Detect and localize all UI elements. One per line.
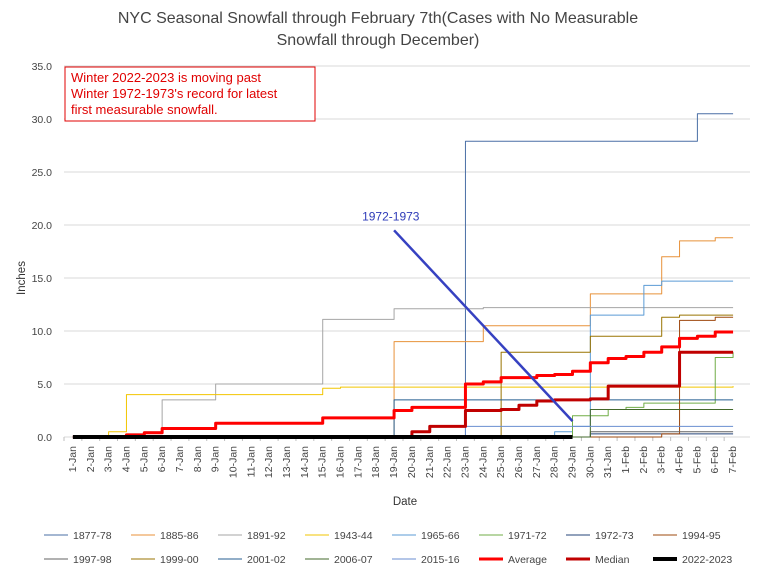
legend-label: Median <box>595 554 630 566</box>
arrow-annotation: 1972-1973 <box>362 209 574 422</box>
x-tick-label: 19-Jan <box>388 446 400 478</box>
x-tick-label: 5-Feb <box>691 446 703 474</box>
legend-label: 1971-72 <box>508 530 547 542</box>
y-axis-title: Inches <box>16 261 28 295</box>
x-tick-label: 24-Jan <box>477 446 489 478</box>
x-tick-label: 7-Jan <box>174 446 186 472</box>
data-series <box>72 113 734 439</box>
x-tick-label: 23-Jan <box>459 446 471 478</box>
x-tick-label: 17-Jan <box>352 446 364 478</box>
x-tick-label: 31-Jan <box>602 446 614 478</box>
chart-title: NYC Seasonal Snowfall through February 7… <box>118 10 638 49</box>
annotation-box <box>64 66 316 122</box>
x-tick-label: 18-Jan <box>370 446 382 478</box>
legend-label: 1965-66 <box>421 530 460 542</box>
legend-label: Average <box>508 554 547 566</box>
annotation-line: first measurable snowfall. <box>71 102 218 117</box>
series-line-1999-00 <box>72 314 734 438</box>
legend-label: 2001-02 <box>247 554 286 566</box>
x-tick-label: 28-Jan <box>549 446 561 478</box>
y-tick-label: 10.0 <box>32 326 53 338</box>
annotation-line: Winter 1972-1973's record for latest <box>71 86 278 101</box>
x-tick-label: 1-Feb <box>620 446 632 474</box>
legend-label: 1999-00 <box>160 554 199 566</box>
x-tick-label: 30-Jan <box>584 446 596 478</box>
series-line-2006-07 <box>72 408 734 438</box>
x-tick-label: 26-Jan <box>513 446 525 478</box>
x-tick-label: 29-Jan <box>567 446 579 478</box>
x-axis-title: Date <box>393 496 417 508</box>
y-tick-label: 25.0 <box>32 167 53 179</box>
y-tick-label: 30.0 <box>32 114 53 126</box>
x-tick-label: 11-Jan <box>245 446 257 477</box>
y-tick-label: 20.0 <box>32 220 53 232</box>
y-tick-label: 15.0 <box>32 273 53 285</box>
x-tick-label: 4-Feb <box>674 446 686 474</box>
x-tick-label: 14-Jan <box>299 446 311 478</box>
series-line-Average <box>72 330 734 439</box>
x-tick-label: 15-Jan <box>317 446 329 478</box>
x-tick-label: 4-Jan <box>120 446 132 472</box>
annotation-line: Winter 2022-2023 is moving past <box>71 70 261 85</box>
legend-label: 2022-2023 <box>682 554 732 566</box>
y-tick-label: 0.0 <box>37 432 52 444</box>
arrow-label: 1972-1973 <box>362 209 420 223</box>
x-tick-label: 6-Jan <box>156 446 168 472</box>
x-tick-label: 25-Jan <box>495 446 507 478</box>
x-tick-label: 20-Jan <box>406 446 418 478</box>
y-tick-label: 35.0 <box>32 61 53 73</box>
x-tick-label: 8-Jan <box>192 446 204 472</box>
y-axis-ticks: 0.0 5.0 10.0 15.0 20.0 25.0 30.0 35.0 <box>32 61 53 444</box>
legend-label: 1877-78 <box>73 530 112 542</box>
x-tick-label: 9-Jan <box>210 446 222 472</box>
x-tick-label: 2-Jan <box>85 446 97 472</box>
legend-label: 1997-98 <box>73 554 112 566</box>
legend-label: 1994-95 <box>682 530 721 542</box>
x-axis-ticks: 1-Jan 2-Jan 3-Jan 4-Jan 5-Jan 6-Jan 7-Jan 8-Jan… <box>63 437 739 478</box>
x-tick-label: 22-Jan <box>442 446 454 478</box>
x-tick-label: 3-Feb <box>656 446 668 474</box>
chart-title-line: NYC Seasonal Snowfall through February 7… <box>118 10 638 27</box>
x-tick-label: 5-Jan <box>138 446 150 472</box>
series-line-1877-78 <box>72 113 734 438</box>
gridlines <box>64 65 750 438</box>
x-tick-label: 12-Jan <box>263 446 275 478</box>
x-tick-label: 2-Feb <box>638 446 650 474</box>
x-tick-label: 6-Feb <box>709 446 721 474</box>
arrow-line <box>393 229 574 422</box>
y-tick-label: 5.0 <box>37 379 52 391</box>
legend-label: 1885-86 <box>160 530 199 542</box>
legend-label: 2006-07 <box>334 554 373 566</box>
x-tick-label: 16-Jan <box>335 446 347 478</box>
x-tick-label: 1-Jan <box>67 446 79 472</box>
x-tick-label: 27-Jan <box>531 446 543 478</box>
x-tick-label: 7-Feb <box>727 446 739 474</box>
chart-title-line: Snowfall through December) <box>277 32 480 49</box>
x-tick-label: 21-Jan <box>424 446 436 478</box>
series-line-1994-95 <box>72 316 734 438</box>
x-tick-label: 10-Jan <box>228 446 240 478</box>
x-tick-label: 3-Jan <box>103 446 115 472</box>
legend-label: 1943-44 <box>334 530 373 542</box>
legend-label: 1891-92 <box>247 530 286 542</box>
legend: 1877-78 1885-86 1891-92 1943-44 1965-66 1971-… <box>44 530 732 566</box>
series-line-1891-92 <box>72 307 734 438</box>
x-tick-label: 13-Jan <box>281 446 293 478</box>
legend-label: 1972-73 <box>595 530 634 542</box>
legend-label: 2015-16 <box>421 554 460 566</box>
series-line-1965-66 <box>72 280 734 438</box>
